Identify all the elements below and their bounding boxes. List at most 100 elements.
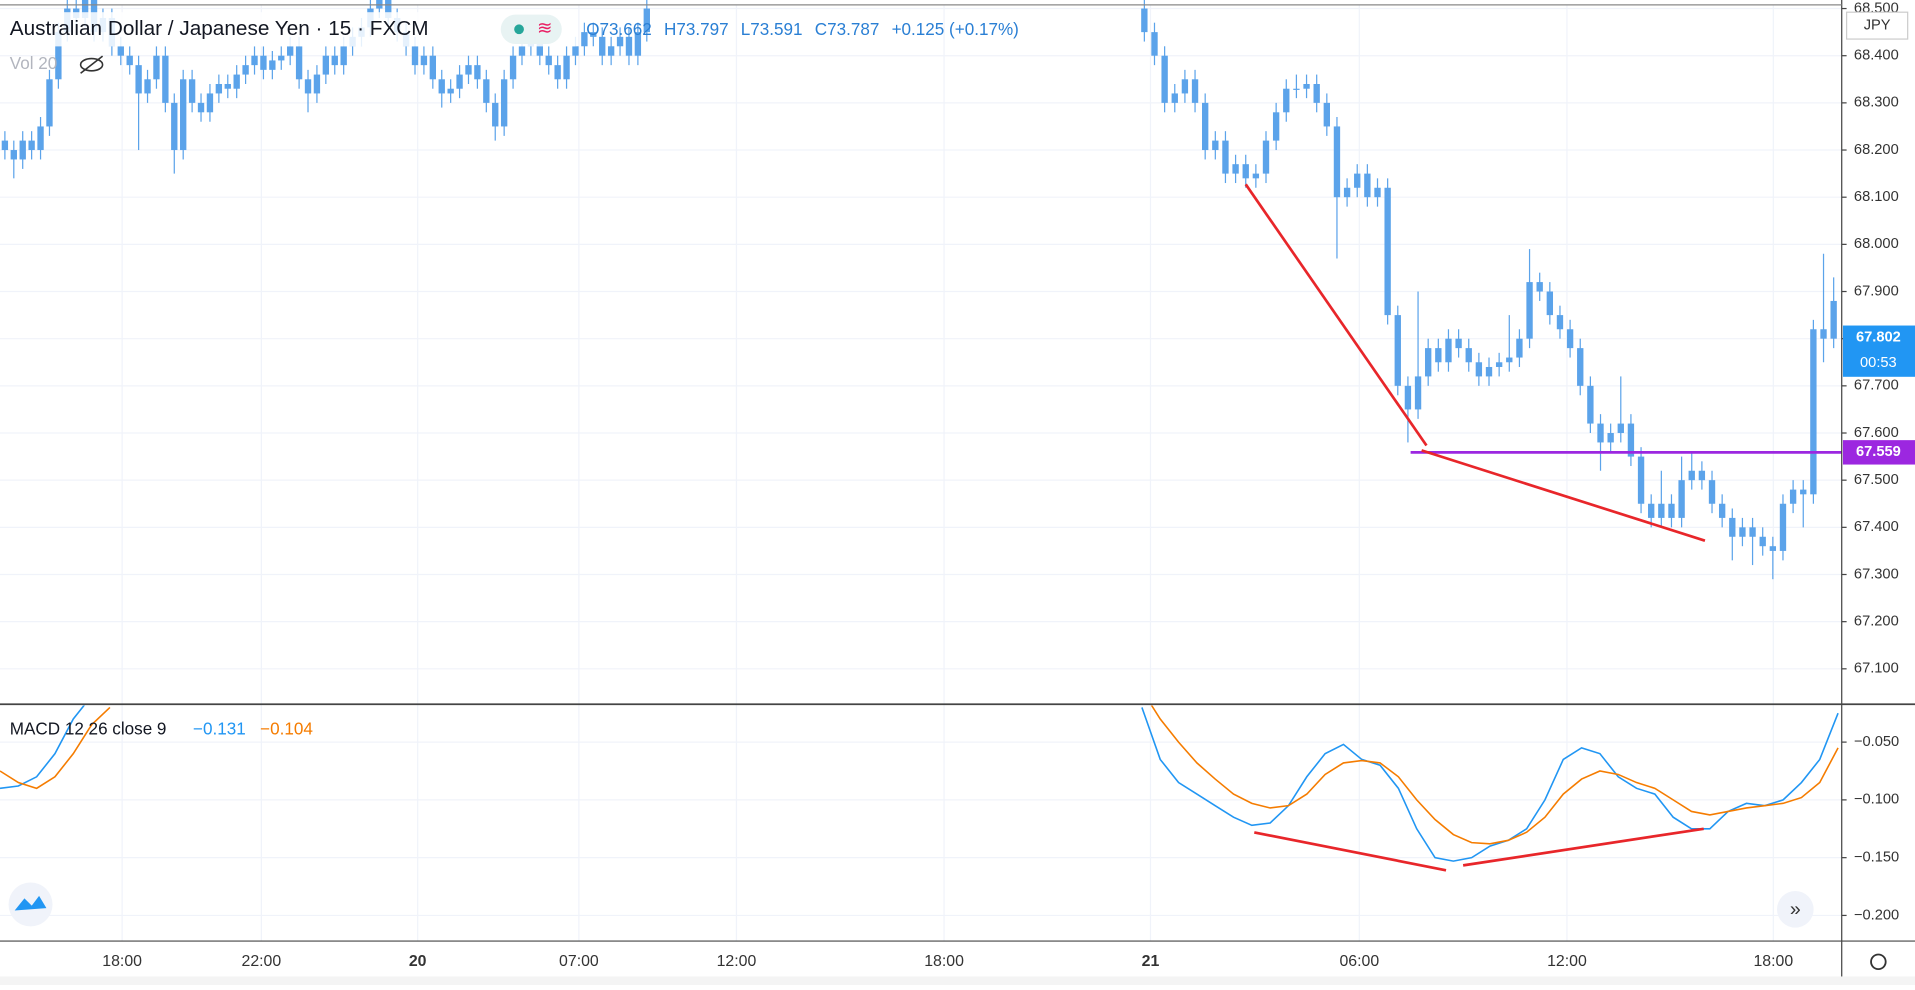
candle-body [171,102,178,151]
candle-body [1577,348,1584,386]
candle-body [331,55,338,66]
candle-body [429,55,437,80]
candle-body [625,36,633,56]
candle-body [465,65,472,75]
candle-body [1435,348,1442,363]
status-pill[interactable] [500,14,562,44]
ohlc-value: L73.591 [741,20,803,39]
candle-body [634,32,642,56]
alert-price-box [1842,440,1915,465]
volume-label[interactable]: Vol 20 [10,54,57,73]
macd-title[interactable]: MACD 12 26 close 9 [10,719,167,738]
candle-body [1749,527,1756,537]
candle-body [1202,102,1209,151]
y-tick-label: 67.200 [1854,614,1899,630]
candle-body [616,36,624,47]
candle-body [1445,338,1452,363]
candle-body [117,46,124,56]
candle-body [1485,366,1493,377]
ohlc-value: H73.797 [664,20,729,39]
candle-body [447,88,454,94]
candle-body [1171,93,1178,103]
candle-body [1607,433,1614,443]
svg-text:»: » [1790,899,1801,921]
candle-body [1161,55,1168,103]
y-tick-label: 67.600 [1854,425,1899,441]
candle-body [287,46,294,56]
candle-body [456,74,463,89]
candle-body [1455,338,1462,349]
candle-body [1151,32,1158,56]
candle-body [509,55,517,80]
drawings [1244,183,1706,872]
currency-box[interactable] [1845,11,1909,40]
y-tick-label: 68.200 [1854,142,1899,158]
candle-body [340,46,347,66]
macd-line [0,705,85,790]
candle-body [1820,329,1827,339]
x-tick-label: 12:00 [717,953,757,970]
candle-body [1526,282,1533,339]
candle-body [1262,140,1270,174]
countdown: 00:53 [1860,355,1897,371]
candle-body [554,65,561,80]
logo-button[interactable] [8,882,53,927]
candle-body [313,74,321,94]
candle-body [1404,385,1412,410]
candle-body [500,79,508,127]
y-tick-label: 67.700 [1854,378,1899,394]
candle-body [643,8,650,33]
ohlc-value: O73.662 [586,20,652,39]
signal-line [0,706,111,790]
legend-bg [2,12,577,47]
candle-body [260,55,267,70]
candle-body [1313,84,1320,103]
y-tick-label: −0.050 [1854,734,1899,750]
candle-body [1627,423,1635,457]
candle-body [438,79,445,94]
candle-body [55,32,62,80]
candle-body [278,55,285,61]
settings-icon[interactable] [1870,953,1887,971]
symbol-title[interactable]: Australian Dollar / Japanese Yen · 15 · … [10,17,429,40]
candle-body [1303,84,1310,89]
candle-body [1293,88,1300,90]
macd-pane [0,705,1839,862]
y-tick-label: 67.100 [1854,661,1899,677]
candle-body [188,79,196,103]
y-tick-label: 67.400 [1854,519,1899,535]
candle-body [1465,348,1472,363]
candle-body [1222,140,1229,174]
candle-body [1384,187,1391,316]
trend-line [1244,183,1428,447]
candle-body [295,46,303,80]
candle-body [46,79,53,127]
candle-body [1668,503,1675,518]
x-tick-label: 20 [409,953,427,970]
candle-body [1364,173,1371,198]
candle-body [153,55,160,80]
x-tick-label: 18:00 [1753,953,1793,970]
candle-body [1343,187,1351,198]
candle-body [1718,503,1726,518]
candle-body [28,140,35,151]
candle-body [1181,79,1189,94]
y-tick-label: 67.500 [1854,472,1899,488]
y-tick-label: 68.100 [1854,189,1899,205]
hide-icon[interactable] [79,55,104,74]
candle-body [1566,329,1574,349]
candle-body [1506,357,1513,363]
candle-body [385,0,392,18]
candle-body [197,102,205,113]
candle-body [1425,348,1432,377]
candle-body [1729,517,1736,537]
axes: 68.50068.40068.30068.20068.10068.00067.9… [102,0,1915,970]
candle-body [37,126,44,151]
scroll-button[interactable]: » [1776,891,1814,928]
candle-body [1394,315,1401,386]
y-tick-label: 68.400 [1854,48,1899,64]
currency: JPY [1864,18,1891,34]
macd-line [1141,707,1839,862]
signal-line [1150,705,1839,845]
